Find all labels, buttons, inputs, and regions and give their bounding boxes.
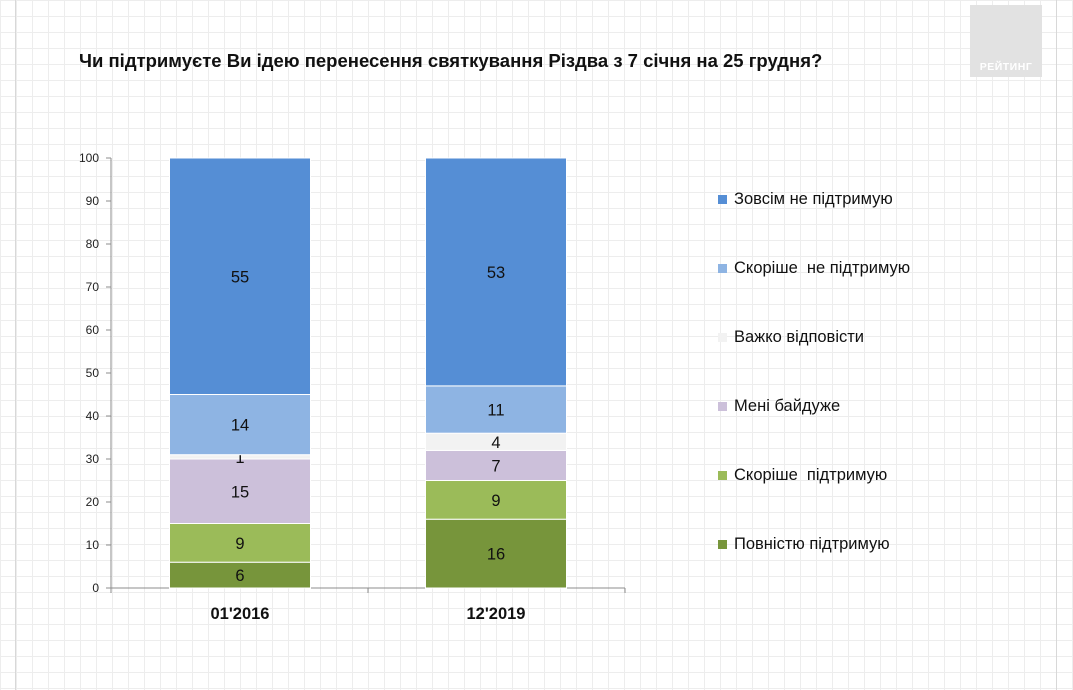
bar-segment bbox=[169, 561, 311, 589]
y-tick-label: 80 bbox=[86, 237, 100, 251]
legend-item: Мені байдуже bbox=[718, 397, 840, 416]
x-category-label: 01'2016 bbox=[211, 605, 270, 623]
bar-segment bbox=[169, 157, 311, 395]
chart-title: Чи підтримуєте Ви ідею перенесення святк… bbox=[79, 50, 823, 71]
data-label: 15 bbox=[231, 483, 249, 501]
data-label: 55 bbox=[231, 268, 249, 286]
legend-swatch bbox=[718, 402, 727, 411]
legend-label: Зовсім не підтримую bbox=[734, 190, 893, 208]
legend-label: Скоріше підтримую bbox=[734, 466, 888, 484]
data-label: 9 bbox=[491, 492, 500, 510]
y-tick-label: 20 bbox=[86, 495, 100, 509]
data-label: 14 bbox=[231, 417, 249, 435]
data-label: 4 bbox=[491, 434, 500, 452]
bar-segment bbox=[425, 385, 567, 434]
logo-text: РЕЙТИНГ bbox=[979, 61, 1033, 73]
y-tick-label: 50 bbox=[86, 366, 100, 380]
bar-segment bbox=[425, 157, 567, 387]
legend-label: Мені байдуже bbox=[734, 397, 841, 415]
y-tick-label: 70 bbox=[86, 280, 100, 294]
legend-swatch bbox=[718, 540, 727, 549]
y-tick-label: 90 bbox=[86, 194, 100, 208]
legend-swatch bbox=[718, 195, 727, 204]
legend-swatch bbox=[718, 333, 727, 342]
y-tick-label: 100 bbox=[79, 151, 99, 165]
y-tick-label: 0 bbox=[92, 581, 99, 595]
legend-swatch bbox=[718, 471, 727, 480]
legend-item: Зовсім не підтримую bbox=[718, 190, 893, 209]
legend-item: Важко відповісти bbox=[718, 328, 864, 347]
data-label: 16 bbox=[487, 546, 505, 564]
slide-frame bbox=[15, 0, 1057, 690]
legend-label: Важко відповісти bbox=[734, 328, 865, 346]
data-label: 53 bbox=[487, 264, 505, 282]
bar-segment bbox=[169, 394, 311, 456]
legend-item: Скоріше підтримую bbox=[718, 466, 887, 485]
y-tick-label: 60 bbox=[86, 323, 100, 337]
bar-segment bbox=[425, 480, 567, 520]
data-label: 7 bbox=[491, 457, 500, 475]
bar-segment bbox=[169, 458, 311, 524]
data-label: 9 bbox=[235, 535, 244, 553]
data-label: 11 bbox=[487, 402, 504, 420]
legend-item: Повністю підтримую bbox=[718, 535, 890, 554]
y-tick-label: 40 bbox=[86, 409, 100, 423]
bar-segment bbox=[425, 449, 567, 481]
legend-label: Повністю підтримую bbox=[734, 535, 890, 553]
data-label: 1 bbox=[235, 449, 244, 467]
x-category-label: 12'2019 bbox=[467, 605, 526, 623]
legend-label: Скоріше не підтримую bbox=[734, 259, 911, 277]
legend-item: Скоріше не підтримую bbox=[718, 259, 910, 278]
rating-logo: РЕЙТИНГ bbox=[970, 5, 1042, 77]
legend-swatch bbox=[718, 264, 727, 273]
y-tick-label: 30 bbox=[86, 452, 100, 466]
data-label: 6 bbox=[235, 567, 244, 585]
y-tick-label: 10 bbox=[86, 538, 100, 552]
bar-segment bbox=[169, 523, 311, 563]
